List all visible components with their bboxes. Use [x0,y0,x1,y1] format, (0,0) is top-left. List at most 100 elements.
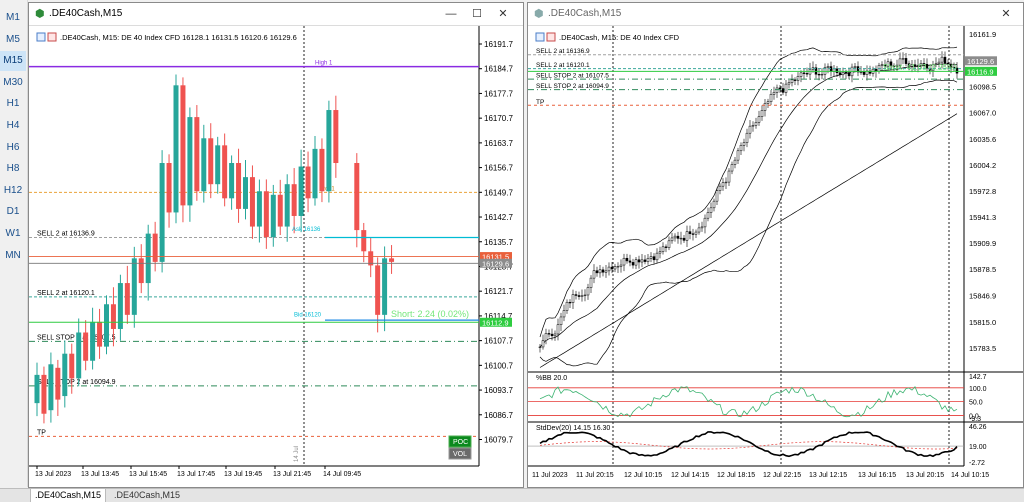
tab-chart-2[interactable]: .DE40Cash,M15 [114,490,181,500]
close-button[interactable]: ✕ [1001,8,1011,20]
price-label: 16004.2 [969,161,996,170]
short-profit-text: Short: 41.03 (0.25%) [883,63,957,72]
candle-body [256,191,262,227]
candle-body [952,67,956,69]
price-tag [965,66,997,76]
timeframe-h12[interactable]: H12 [3,184,23,196]
candle-body [700,226,704,229]
candle-body [763,103,767,111]
time-label: 13 Jul 2023 [35,471,71,478]
window-titlebar-right[interactable]: ⬢ .DE40Cash,M15 ✕ [528,3,1023,26]
window-titlebar-left[interactable]: ⬢ .DE40Cash,M15 — ☐ ✕ [29,3,523,26]
timeframe-d1[interactable]: D1 [6,206,20,218]
vol-button-label[interactable]: VOL [453,451,467,458]
price-label: 16135.7 [484,238,513,247]
candle-body [277,194,283,227]
candle-body [565,301,569,311]
candle-body [62,353,68,397]
tab-chart-1[interactable]: .DE40Cash,M15 [30,489,107,502]
candle-body [389,258,395,262]
candle-body [679,237,683,240]
candle-body [48,364,54,411]
candle-body [697,227,701,233]
candle-body [263,191,269,238]
price-tag-text: 16116.9 [967,67,994,76]
timeframe-mn[interactable]: MN [5,249,21,261]
timeframe-h4[interactable]: H4 [6,120,20,131]
level-label: SELL STOP 2 at 16094.9 [536,83,609,90]
timeframe-w1[interactable]: W1 [5,228,21,239]
candle-body [571,294,575,303]
time-label: 13 Jul 16:15 [858,472,896,479]
level-label: SELL 2 at 16120.1 [37,290,95,297]
candle-body [847,72,851,77]
chart-window-left[interactable]: ⬢ .DE40Cash,M15 — ☐ ✕ 16191.7 16184.7 1617… [28,2,524,488]
minimize-button[interactable]: — [445,8,457,20]
vol-button[interactable] [448,447,472,460]
chart-window-right[interactable]: ⬢ .DE40Cash,M15 ✕ 16161.916129.616098.51… [527,2,1024,488]
candle-body [784,83,788,93]
candle-body [652,256,656,261]
candle-body [721,182,725,187]
price-label: 16184.7 [484,65,513,74]
candle-body [55,367,61,400]
candle-body [901,58,905,60]
candle-body [736,150,740,161]
chart-info-text: .DE40Cash, M15: DE 40 Index CFD 16128.1 … [60,33,297,42]
timeframe-m30[interactable]: M30 [3,76,23,88]
chart-background [528,26,1023,486]
candle-body [826,66,830,68]
timeframe-h1[interactable]: H1 [6,98,20,110]
candle-body [562,310,566,318]
candle-body [895,64,899,67]
candle-body [913,64,917,67]
bb-axis-label: 142.7 [969,374,987,381]
poc-button-label[interactable]: POC [453,439,468,446]
candle-body [781,88,785,93]
candle-body [820,73,824,76]
bollinger-middle [539,63,958,348]
candle-body [69,353,75,379]
candle-body [634,259,638,266]
chart-info-icon [535,32,545,42]
poc-button[interactable] [448,435,472,448]
price-label: 16149.7 [484,188,513,197]
timeframe-m1[interactable]: M1 [6,12,20,23]
timeframe-m15[interactable]: M15 [0,51,26,72]
timeframe-m5[interactable]: M5 [6,33,20,45]
candle-body [194,117,200,192]
candle-body [622,257,626,266]
timeframe-bar: M1 M5 M15 M30 H1 H4 H6 H8 H12 D1 W1 MN [0,0,28,487]
timeframe-h8[interactable]: H8 [6,163,20,175]
candle-body [748,125,752,134]
price-tag-text: 16131.5 [482,253,509,262]
chart-background [29,26,523,486]
candle-body [145,233,151,284]
candle-body [907,63,911,67]
candle-body [661,246,665,252]
candle-body [117,283,123,329]
price-label: 16161.9 [969,30,996,39]
candle-body [166,163,172,213]
time-label: 13 Jul 19:45 [224,471,262,478]
price-label: 16035.6 [969,135,996,144]
price-label: 16093.7 [484,386,513,395]
price-label: 16079.7 [484,436,513,445]
candle-body [883,64,887,67]
candle-body [97,321,103,347]
time-label: 12 Jul 10:15 [624,472,662,479]
close-button[interactable]: ✕ [498,8,508,20]
price-chart-left[interactable]: 16191.7 16184.7 16177.7 16170.7 16163.7 16156… [29,26,523,486]
time-label: 14 Jul 10:15 [951,472,989,479]
time-label: 12 Jul 14:15 [671,472,709,479]
timeframe-h6[interactable]: H6 [6,141,20,153]
candle-body [838,72,842,76]
time-label: 13 Jul 15:45 [129,471,167,478]
moving-average [539,113,958,368]
price-chart-right[interactable]: 16161.9 16129.6 16098.5 16067.0 16035.6 16004… [528,26,1023,486]
candle-body [559,316,563,326]
chart-window-icon: ⬢ [35,8,45,20]
maximize-button[interactable]: ☐ [472,8,482,20]
price-label: 15815.0 [969,318,996,327]
level-label: SELL STOP 2 at 16094.9 [37,379,116,386]
